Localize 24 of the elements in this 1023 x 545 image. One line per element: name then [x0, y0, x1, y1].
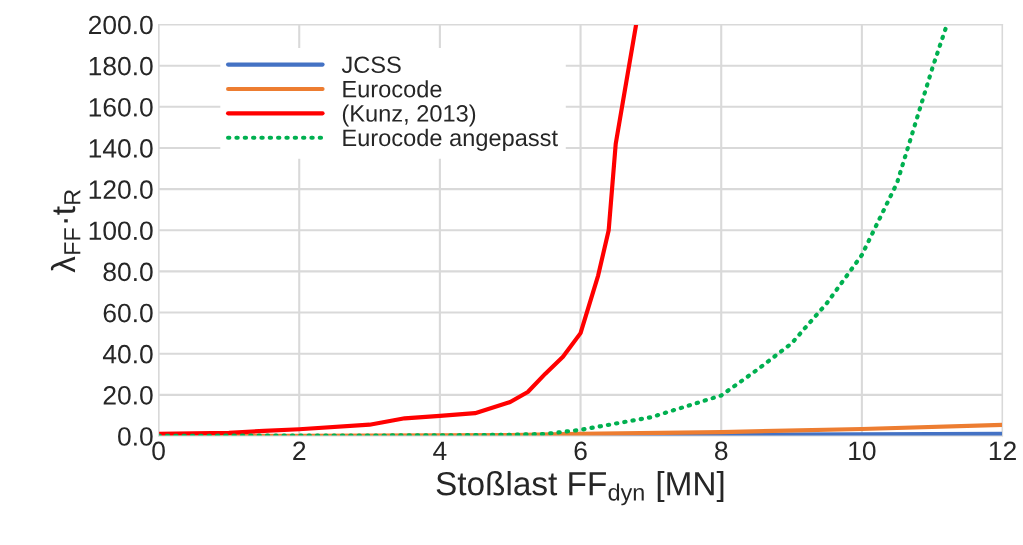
legend-label: (Kunz, 2013)	[342, 104, 476, 127]
y-tick-label: 60.0	[103, 303, 153, 323]
legend-label: Eurocode angepasst	[343, 128, 558, 151]
x-tick-label: 4	[433, 441, 447, 460]
x-axis-title: Stoßlast FF$_{dyn}$ [MN]	[436, 471, 724, 506]
y-axis-title: λ$_{FF}$·t$_{R}$	[50, 189, 81, 273]
legend-label: JCSS	[341, 56, 401, 74]
y-tick-label: 100.0	[89, 221, 153, 241]
x-tick-label: 12	[989, 441, 1016, 460]
y-tick-label: 120.0	[89, 180, 153, 199]
legend-label: Eurocode	[343, 80, 442, 98]
x-tick-label: 6	[574, 441, 587, 461]
y-tick-label: 160.0	[89, 97, 153, 117]
x-tick-label: 0	[152, 441, 165, 461]
y-tick-label: 180.0	[89, 56, 153, 76]
y-tick-label: 200.0	[89, 15, 153, 35]
y-tick-label: 140.0	[89, 139, 153, 158]
x-tick-label: 2	[293, 441, 306, 460]
x-tick-label: 8	[715, 441, 728, 461]
y-tick-label: 80.0	[103, 262, 153, 282]
y-tick-label: 40.0	[102, 344, 153, 364]
y-tick-label: 20.0	[103, 385, 153, 405]
x-tick-label: 10	[849, 441, 876, 461]
y-tick-label: 0.0	[118, 427, 153, 446]
